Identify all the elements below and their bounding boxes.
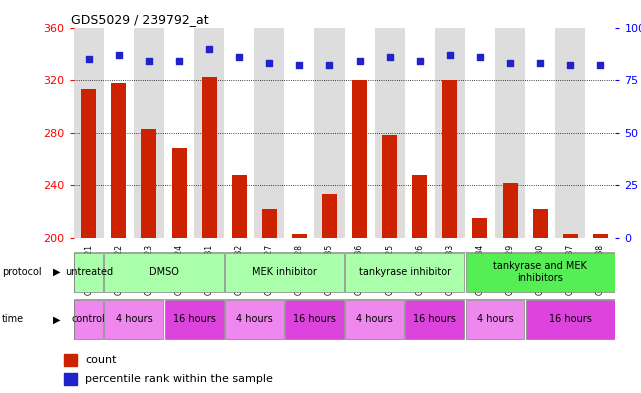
Bar: [465, 253, 615, 292]
Bar: [495, 28, 525, 238]
Text: MEK inhibitor: MEK inhibitor: [252, 267, 317, 277]
Bar: [225, 253, 344, 292]
Text: protocol: protocol: [2, 267, 42, 277]
Bar: [172, 149, 187, 238]
Bar: [345, 300, 404, 339]
Point: [505, 60, 515, 66]
Bar: [81, 89, 96, 238]
Bar: [352, 80, 367, 238]
Bar: [563, 234, 578, 238]
Bar: [285, 28, 315, 238]
Bar: [231, 174, 247, 238]
Point: [83, 56, 94, 62]
Bar: [345, 253, 464, 292]
Text: 16 hours: 16 hours: [293, 314, 336, 324]
Point: [475, 54, 485, 60]
Bar: [555, 28, 585, 238]
Text: ▶: ▶: [53, 267, 61, 277]
Point: [294, 62, 304, 68]
Bar: [472, 218, 487, 238]
Text: percentile rank within the sample: percentile rank within the sample: [85, 374, 273, 384]
Point: [144, 58, 154, 64]
Bar: [322, 195, 337, 238]
Point: [174, 58, 184, 64]
Text: 4 hours: 4 hours: [236, 314, 272, 324]
Text: tankyrase and MEK
inhibitors: tankyrase and MEK inhibitors: [493, 261, 587, 283]
Text: 16 hours: 16 hours: [549, 314, 592, 324]
Bar: [74, 300, 103, 339]
Text: 4 hours: 4 hours: [356, 314, 393, 324]
Bar: [104, 253, 224, 292]
Bar: [64, 354, 77, 366]
Point: [535, 60, 545, 66]
Text: tankyrase inhibitor: tankyrase inhibitor: [359, 267, 451, 277]
Text: control: control: [72, 314, 106, 324]
Bar: [412, 174, 428, 238]
Text: DMSO: DMSO: [149, 267, 179, 277]
Bar: [112, 83, 126, 238]
Bar: [404, 28, 435, 238]
Bar: [435, 28, 465, 238]
Bar: [345, 28, 374, 238]
Text: ▶: ▶: [53, 314, 61, 324]
Point: [565, 62, 576, 68]
Text: 16 hours: 16 hours: [172, 314, 215, 324]
Bar: [465, 28, 495, 238]
Point: [415, 58, 425, 64]
Point: [445, 52, 455, 58]
Point: [204, 45, 214, 51]
Bar: [194, 28, 224, 238]
Bar: [315, 28, 345, 238]
Bar: [525, 28, 555, 238]
Text: 16 hours: 16 hours: [413, 314, 456, 324]
Bar: [104, 300, 163, 339]
Bar: [585, 28, 615, 238]
Bar: [262, 209, 277, 238]
Bar: [292, 234, 307, 238]
Text: count: count: [85, 355, 117, 365]
Bar: [225, 300, 284, 339]
Bar: [405, 300, 464, 339]
Point: [324, 62, 335, 68]
Bar: [74, 28, 104, 238]
Text: time: time: [2, 314, 24, 324]
Point: [264, 60, 274, 66]
Bar: [503, 183, 517, 238]
Bar: [224, 28, 254, 238]
Bar: [254, 28, 285, 238]
Point: [385, 54, 395, 60]
Point: [234, 54, 244, 60]
Bar: [526, 300, 615, 339]
Bar: [165, 300, 224, 339]
Text: 4 hours: 4 hours: [115, 314, 153, 324]
Bar: [285, 300, 344, 339]
Bar: [442, 80, 458, 238]
Bar: [465, 300, 524, 339]
Bar: [74, 253, 103, 292]
Bar: [202, 77, 217, 238]
Bar: [374, 28, 404, 238]
Bar: [533, 209, 547, 238]
Bar: [142, 129, 156, 238]
Text: 4 hours: 4 hours: [477, 314, 513, 324]
Bar: [593, 234, 608, 238]
Bar: [164, 28, 194, 238]
Text: GDS5029 / 239792_at: GDS5029 / 239792_at: [71, 13, 208, 26]
Bar: [104, 28, 134, 238]
Bar: [64, 373, 77, 385]
Point: [354, 58, 365, 64]
Bar: [134, 28, 164, 238]
Point: [595, 62, 606, 68]
Text: untreated: untreated: [65, 267, 113, 277]
Point: [113, 52, 124, 58]
Bar: [382, 135, 397, 238]
